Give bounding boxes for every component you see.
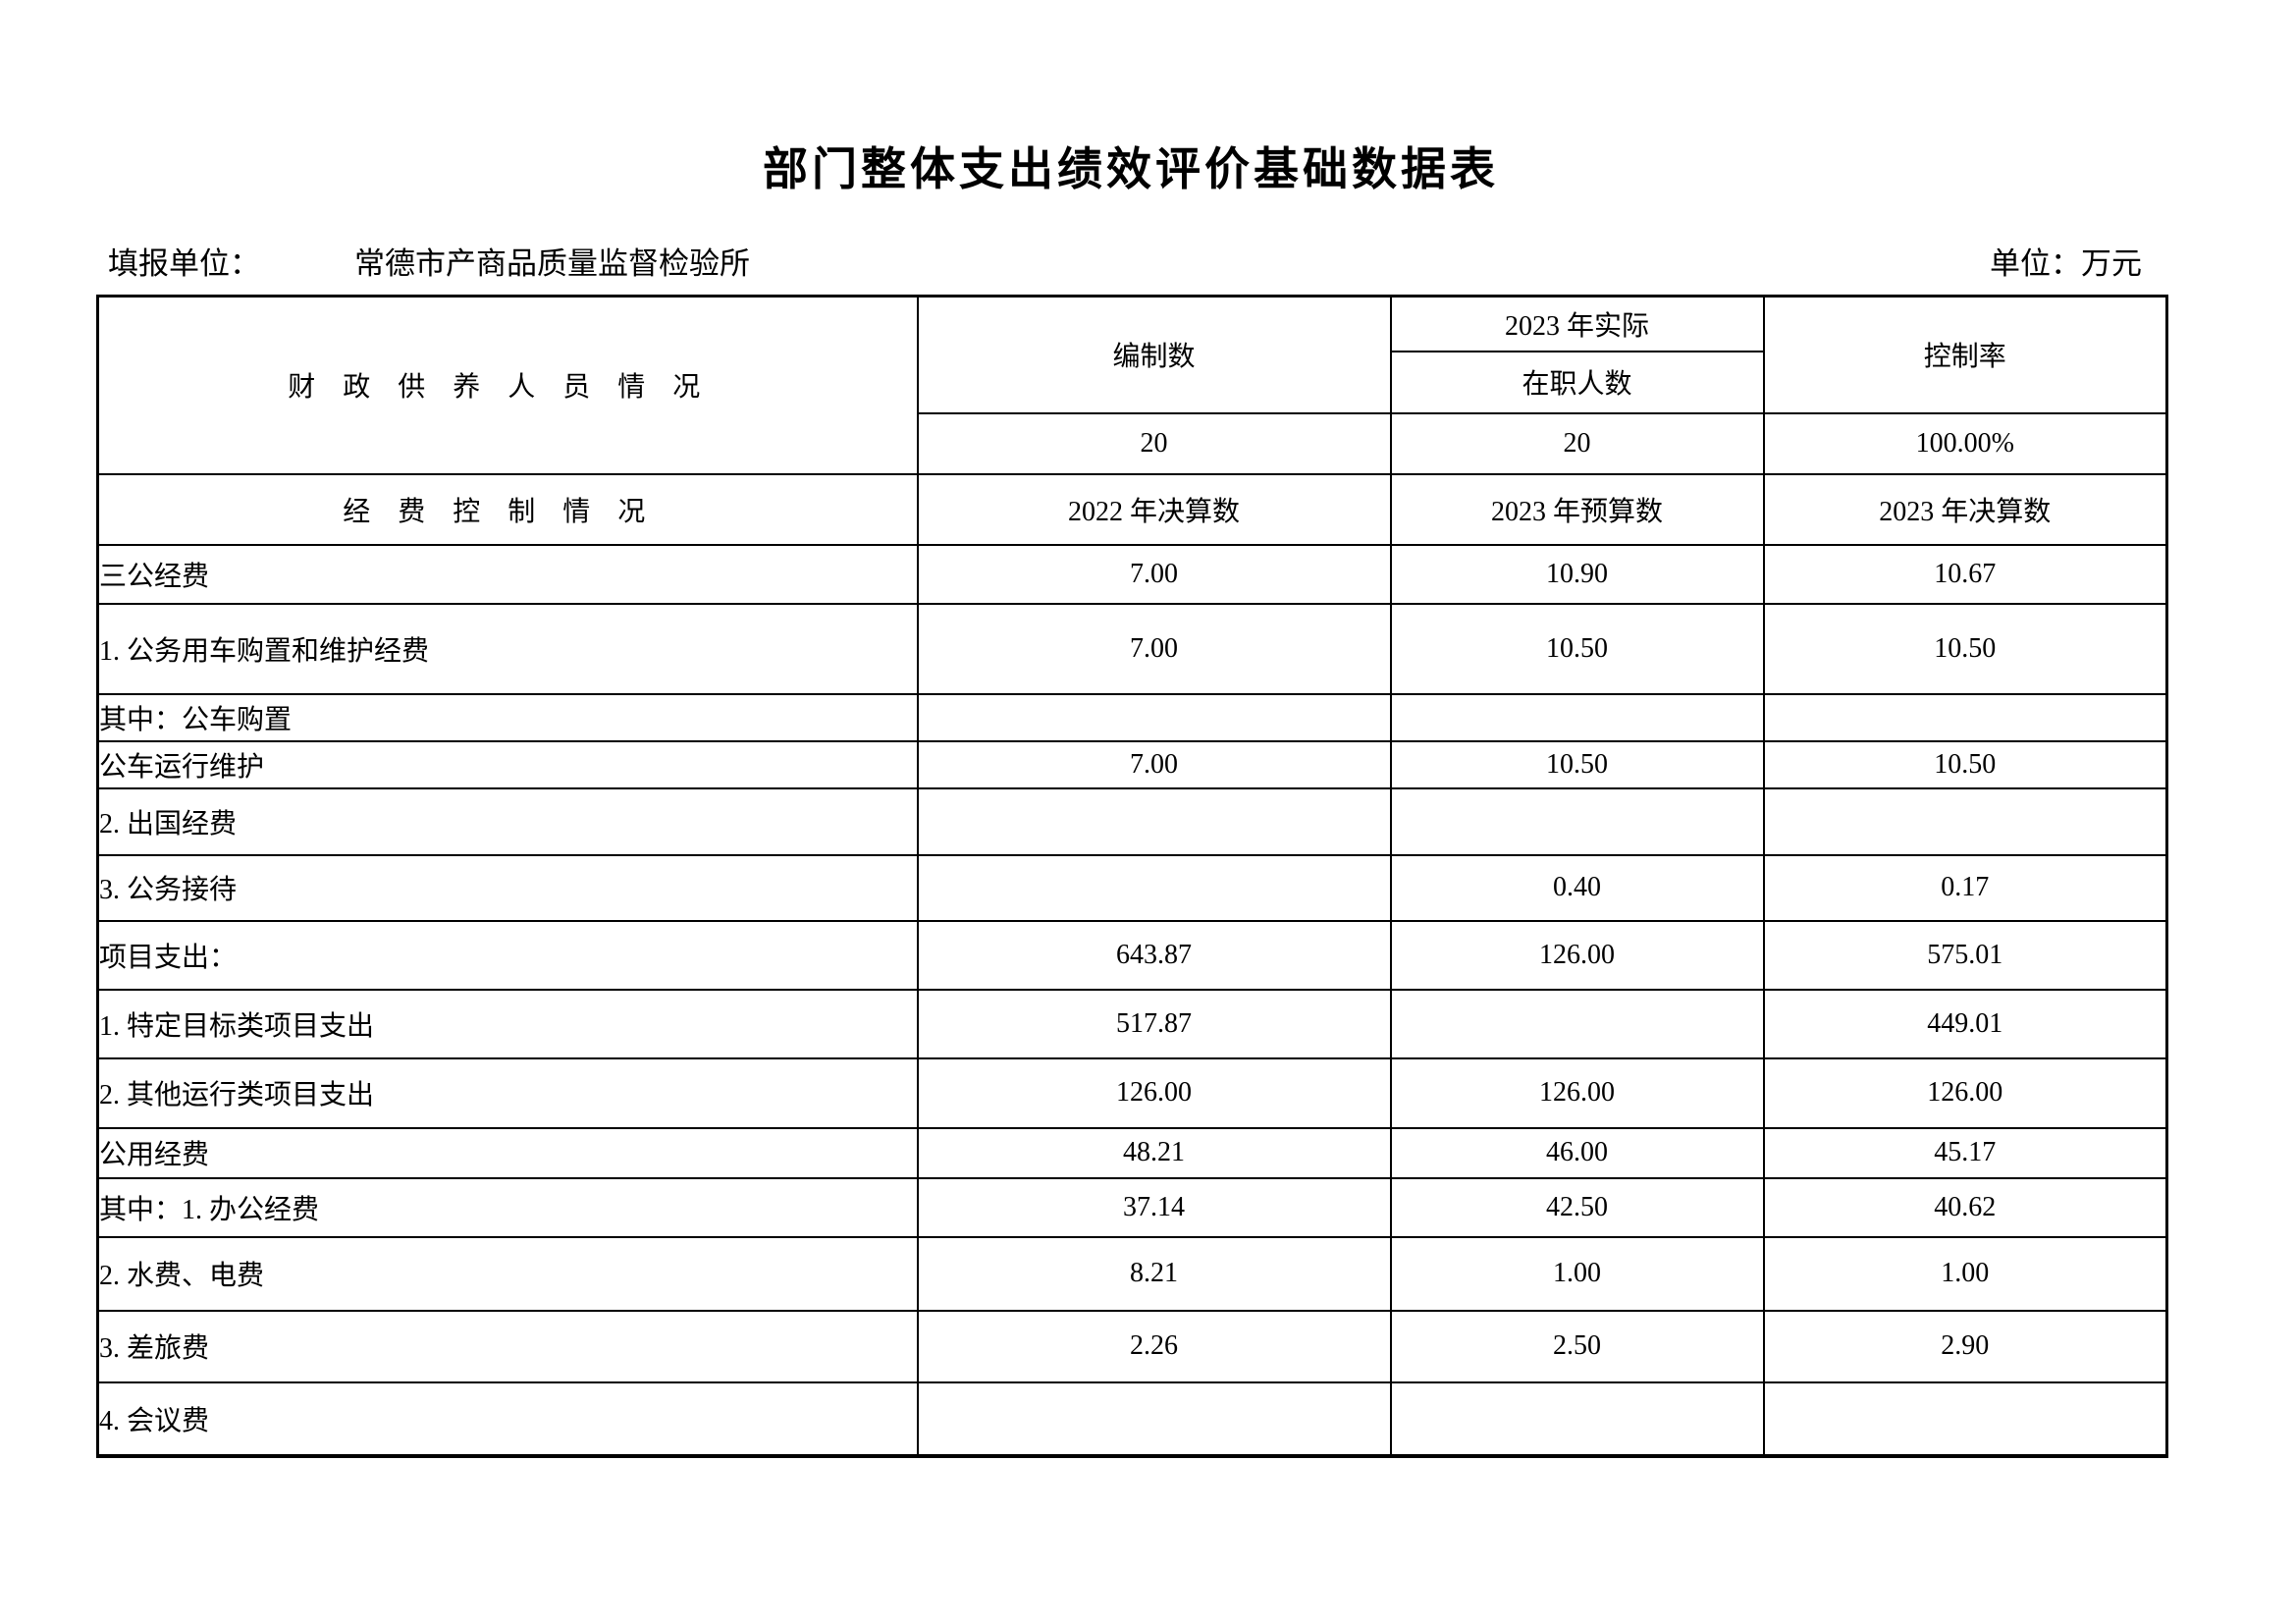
meta-line: 填报单位： 常德市产商品质量监督检验所 单位：万元 — [96, 244, 2165, 285]
personnel-values-row: 20 20 100.00% — [98, 411, 2168, 475]
cell-value: 7.00 — [916, 602, 1392, 695]
cell-value — [1389, 786, 1765, 856]
cell-value: 1.00 — [1762, 1235, 2168, 1312]
row-label: 其中：公车购置 — [96, 692, 919, 742]
cell-value: 126.00 — [1762, 1056, 2168, 1129]
currency-unit-label: 单位：万元 — [1990, 246, 2142, 281]
data-table-container: 财政供养人员情况 编制数 2023 年实际 控制率 在职人数 20 20 100… — [96, 295, 2168, 1458]
cell-value: 126.00 — [1389, 1056, 1765, 1129]
cell-value — [916, 692, 1392, 742]
header-2023-actual: 2023 年实际 — [1389, 295, 1765, 352]
header-2023-budget: 2023 年预算数 — [1389, 472, 1765, 546]
filler-unit-value: 常德市产商品质量监督检验所 — [354, 246, 750, 281]
budget-header-row: 经费控制情况 2022 年决算数 2023 年预算数 2023 年决算数 — [96, 472, 2168, 546]
staffing-count-value: 20 — [916, 411, 1392, 475]
cell-value: 10.50 — [1389, 739, 1765, 789]
cell-value: 10.50 — [1389, 602, 1765, 695]
table-row: 三公经费 7.00 10.90 10.67 — [96, 543, 2168, 605]
table-row: 2. 出国经费 — [96, 786, 2168, 856]
cell-value: 10.90 — [1389, 543, 1765, 605]
table-row: 2. 水费、电费 8.21 1.00 1.00 — [96, 1235, 2168, 1312]
cell-value: 48.21 — [916, 1126, 1392, 1179]
row-label: 1. 特定目标类项目支出 — [96, 988, 919, 1059]
cell-value — [1389, 1380, 1765, 1457]
row-label: 3. 差旅费 — [96, 1309, 919, 1383]
header-control-rate: 控制率 — [1762, 295, 2168, 414]
header-budget-control: 经费控制情况 — [96, 472, 919, 546]
row-label: 1. 公务用车购置和维护经费 — [96, 602, 919, 695]
cell-value: 7.00 — [916, 739, 1392, 789]
cell-value — [916, 1380, 1392, 1457]
table-row: 其中：公车购置 — [96, 692, 2168, 742]
table-row: 公车运行维护 7.00 10.50 10.50 — [96, 739, 2168, 789]
header-row-2: 在职人数 — [98, 350, 2167, 414]
table-row: 3. 差旅费 2.26 2.50 2.90 — [96, 1309, 2168, 1383]
row-label: 公用经费 — [96, 1126, 919, 1179]
control-rate-value: 100.00% — [1762, 411, 2168, 475]
cell-value: 8.21 — [916, 1235, 1392, 1312]
table-row: 其中：1. 办公经费 37.14 42.50 40.62 — [96, 1176, 2168, 1238]
cell-value: 1.00 — [1389, 1235, 1765, 1312]
cell-value: 37.14 — [916, 1176, 1392, 1238]
row-label: 其中：1. 办公经费 — [96, 1176, 919, 1238]
cell-value: 40.62 — [1762, 1176, 2168, 1238]
row-label: 2. 水费、电费 — [96, 1235, 919, 1312]
filler-unit-group: 填报单位： 常德市产商品质量监督检验所 — [96, 244, 750, 285]
cell-value — [916, 853, 1392, 922]
filler-unit-label: 填报单位： — [108, 246, 260, 281]
header-active-personnel: 在职人数 — [1389, 350, 1765, 414]
cell-value: 0.40 — [1389, 853, 1765, 922]
row-label: 3. 公务接待 — [96, 853, 919, 922]
cell-value — [1389, 988, 1765, 1059]
cell-value: 10.50 — [1762, 602, 2168, 695]
table-row: 4. 会议费 — [96, 1380, 2168, 1457]
data-table: 财政供养人员情况 编制数 2023 年实际 控制率 在职人数 20 20 100… — [96, 295, 2168, 1458]
page-title: 部门整体支出绩效评价基础数据表 — [763, 144, 1499, 194]
header-row-1: 财政供养人员情况 编制数 2023 年实际 控制率 — [96, 295, 2168, 475]
row-label: 2. 其他运行类项目支出 — [96, 1056, 919, 1129]
row-label: 公车运行维护 — [96, 739, 919, 789]
cell-value: 42.50 — [1389, 1176, 1765, 1238]
cell-value — [916, 786, 1392, 856]
header-staffing-count: 编制数 — [916, 295, 1392, 414]
row-label: 项目支出： — [96, 919, 919, 991]
cell-value: 449.01 — [1762, 988, 2168, 1059]
cell-value: 2.90 — [1762, 1309, 2168, 1383]
header-personnel-status: 财政供养人员情况 — [96, 295, 919, 475]
active-personnel-value: 20 — [1389, 411, 1765, 475]
cell-value: 10.50 — [1762, 739, 2168, 789]
table-row: 2. 其他运行类项目支出 126.00 126.00 126.00 — [96, 1056, 2168, 1129]
table-row: 1. 特定目标类项目支出 517.87 449.01 — [96, 988, 2168, 1059]
row-label: 2. 出国经费 — [96, 786, 919, 856]
cell-value: 7.00 — [916, 543, 1392, 605]
cell-value: 45.17 — [1762, 1126, 2168, 1179]
table-row: 3. 公务接待 0.40 0.17 — [96, 853, 2168, 922]
cell-value: 126.00 — [1389, 919, 1765, 991]
cell-value: 0.17 — [1762, 853, 2168, 922]
row-label: 4. 会议费 — [96, 1380, 919, 1457]
table-row: 公用经费 48.21 46.00 45.17 — [96, 1126, 2168, 1179]
cell-value: 46.00 — [1389, 1126, 1765, 1179]
cell-value: 2.26 — [916, 1309, 1392, 1383]
table-row: 项目支出： 643.87 126.00 575.01 — [96, 919, 2168, 991]
cell-value — [1762, 692, 2168, 742]
cell-value — [1389, 692, 1765, 742]
cell-value: 10.67 — [1762, 543, 2168, 605]
row-label: 三公经费 — [96, 543, 919, 605]
cell-value — [1762, 1380, 2168, 1457]
header-2023-final: 2023 年决算数 — [1762, 472, 2168, 546]
table-row: 1. 公务用车购置和维护经费 7.00 10.50 10.50 — [96, 602, 2168, 695]
cell-value: 643.87 — [916, 919, 1392, 991]
cell-value: 2.50 — [1389, 1309, 1765, 1383]
cell-value — [1762, 786, 2168, 856]
cell-value: 126.00 — [916, 1056, 1392, 1129]
cell-value: 517.87 — [916, 988, 1392, 1059]
cell-value: 575.01 — [1762, 919, 2168, 991]
header-2022-final: 2022 年决算数 — [916, 472, 1392, 546]
